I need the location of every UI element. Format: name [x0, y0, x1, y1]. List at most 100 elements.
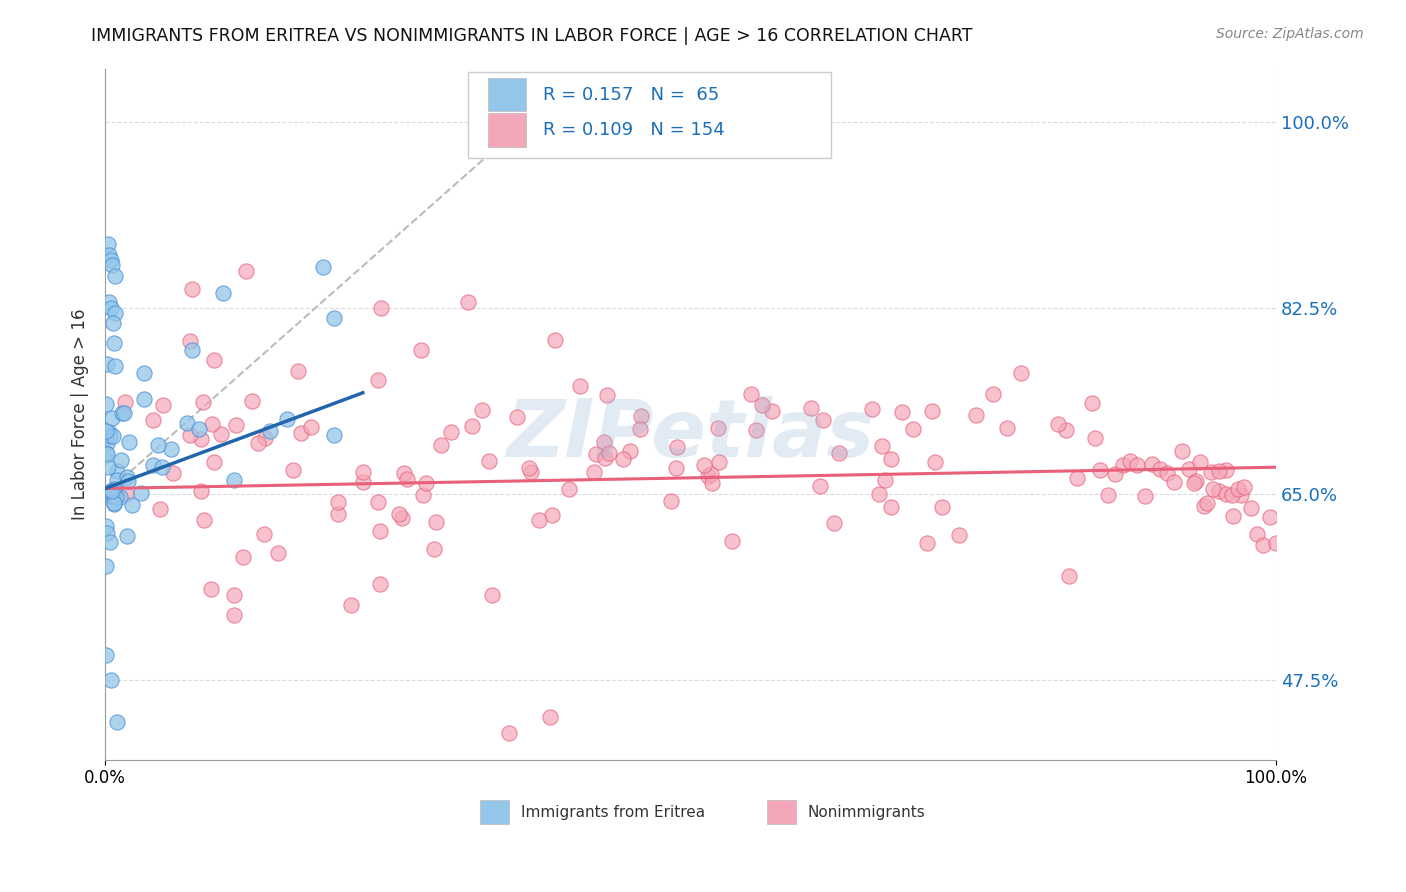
Point [232, 549, 254, 564]
Point [585, 447, 607, 461]
Point [235, 263, 257, 277]
FancyBboxPatch shape [479, 800, 509, 824]
Text: R = 0.157   N =  65: R = 0.157 N = 65 [543, 86, 720, 103]
Point [101, 428, 124, 442]
Point [105, 473, 128, 487]
Point [96, 447, 118, 461]
Point [1220, 488, 1243, 502]
Point [1230, 488, 1253, 502]
Point [352, 475, 374, 490]
Point [921, 404, 943, 418]
Point [115, 470, 138, 484]
Point [105, 464, 128, 478]
Point [100, 673, 122, 687]
Point [527, 513, 550, 527]
Point [287, 364, 309, 378]
Point [142, 412, 165, 426]
Point [498, 726, 520, 740]
FancyBboxPatch shape [468, 72, 831, 159]
Point [915, 536, 938, 550]
Point [96, 236, 118, 251]
Point [1240, 500, 1263, 515]
Point [699, 467, 721, 482]
Point [868, 487, 890, 501]
Point [180, 343, 202, 358]
Point [101, 258, 124, 272]
Point [628, 422, 651, 436]
FancyBboxPatch shape [766, 800, 796, 824]
Point [367, 373, 389, 387]
Point [709, 455, 731, 469]
Point [666, 440, 689, 454]
Point [1010, 366, 1032, 380]
Point [558, 482, 581, 496]
Point [744, 423, 766, 437]
Point [520, 465, 543, 479]
Point [1140, 458, 1163, 472]
Point [1253, 538, 1275, 552]
Point [98, 429, 121, 443]
Point [129, 485, 152, 500]
Point [1163, 475, 1185, 489]
Point [828, 445, 851, 459]
Point [340, 599, 363, 613]
Point [751, 398, 773, 412]
Point [541, 508, 564, 523]
Point [103, 268, 125, 283]
Point [1199, 465, 1222, 479]
Point [162, 466, 184, 480]
Point [176, 416, 198, 430]
Point [697, 469, 720, 483]
Point [630, 409, 652, 423]
Point [430, 438, 453, 452]
Point [740, 387, 762, 401]
Point [225, 418, 247, 433]
Point [425, 515, 447, 529]
Point [595, 450, 617, 465]
Point [931, 500, 953, 515]
Point [823, 516, 845, 530]
Point [104, 359, 127, 373]
Point [267, 546, 290, 560]
Point [97, 459, 120, 474]
Point [596, 388, 619, 402]
Point [1084, 431, 1107, 445]
Point [96, 357, 118, 371]
Point [202, 455, 225, 469]
Point [100, 489, 122, 503]
Point [965, 408, 987, 422]
Point [568, 378, 591, 392]
Point [761, 404, 783, 418]
Point [370, 301, 392, 315]
Point [160, 442, 183, 456]
Point [111, 406, 134, 420]
Point [1185, 474, 1208, 488]
Point [96, 558, 118, 573]
Point [1178, 462, 1201, 476]
Point [96, 425, 118, 439]
Point [1227, 482, 1250, 496]
Point [415, 475, 437, 490]
Point [193, 395, 215, 409]
Point [1057, 568, 1080, 582]
Point [388, 507, 411, 521]
Point [612, 452, 634, 467]
Point [517, 461, 540, 475]
Point [396, 472, 419, 486]
Point [721, 534, 744, 549]
Point [593, 435, 616, 450]
Point [211, 285, 233, 300]
Point [276, 412, 298, 426]
Point [506, 410, 529, 425]
Point [875, 473, 897, 487]
Point [1182, 475, 1205, 490]
Point [860, 402, 883, 417]
Point [148, 438, 170, 452]
Point [108, 491, 131, 505]
Point [190, 432, 212, 446]
Point [187, 421, 209, 435]
Point [224, 608, 246, 623]
Point [110, 453, 132, 467]
Point [1265, 535, 1288, 549]
Point [96, 519, 118, 533]
